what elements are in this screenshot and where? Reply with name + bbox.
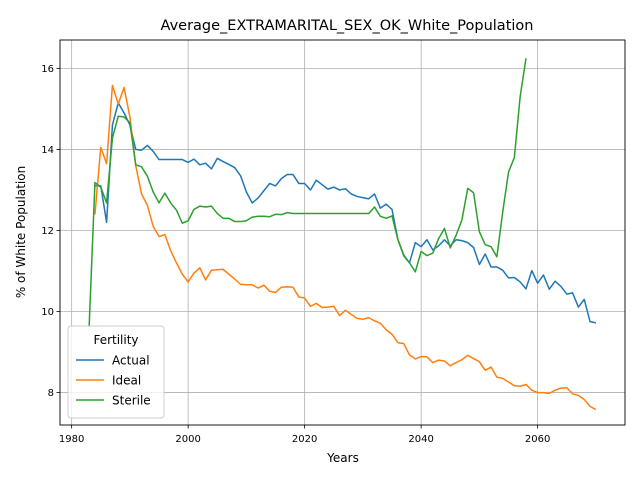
x-tick-label: 2060: [525, 434, 550, 445]
chart-title: Average_EXTRAMARITAL_SEX_OK_White_Popula…: [161, 18, 534, 34]
x-tick-label: 2000: [175, 434, 200, 445]
series-line-ideal: [94, 84, 597, 411]
y-axis-ticks: 8 10 12 14 16: [41, 64, 60, 399]
legend-items: Actual Ideal Sterile: [76, 354, 151, 408]
legend-title: Fertility: [93, 333, 138, 347]
legend-label-ideal: Ideal: [112, 374, 141, 388]
y-tick-label: 10: [41, 307, 54, 318]
series-line-actual: [94, 102, 597, 324]
legend-box: [67, 325, 165, 419]
plot-frame: [59, 39, 626, 426]
x-axis-ticks: 1980 2000 2020 2040 2060: [59, 425, 550, 445]
grid-lines: [60, 40, 625, 425]
legend: Fertility Actual Ideal Sterile: [67, 325, 165, 419]
x-tick-label: 2020: [292, 434, 317, 445]
y-tick-label: 8: [48, 388, 54, 399]
y-axis-label: % of White Population: [14, 166, 28, 298]
series-lines: [88, 58, 597, 411]
y-tick-label: 12: [41, 226, 54, 237]
x-tick-label: 2040: [408, 434, 433, 445]
series-line-sterile: [88, 58, 527, 327]
y-tick-label: 14: [41, 145, 54, 156]
x-tick-label: 1980: [59, 434, 84, 445]
x-axis-label: Years: [326, 451, 359, 465]
legend-label-sterile: Sterile: [112, 394, 151, 408]
legend-label-actual: Actual: [112, 354, 150, 368]
y-tick-label: 16: [41, 64, 54, 75]
